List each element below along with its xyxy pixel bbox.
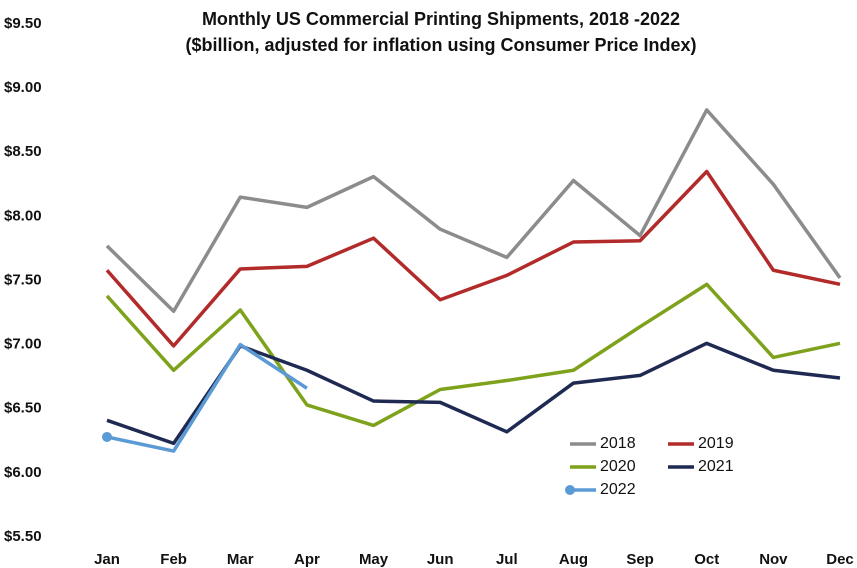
x-tick-label: May: [359, 551, 389, 568]
y-tick-label: $9.00: [4, 79, 42, 96]
y-tick-label: $7.50: [4, 271, 42, 288]
point-marker: [102, 431, 112, 442]
x-tick-label: Feb: [160, 551, 187, 568]
x-tick-label: Oct: [694, 551, 719, 568]
chart-subtitle: ($billion, adjusted for inflation using …: [185, 35, 696, 55]
chart-title: Monthly US Commercial Printing Shipments…: [202, 9, 680, 29]
series-line: [105, 169, 841, 348]
legend-label: 2022: [600, 481, 636, 498]
x-tick-label: Sep: [626, 551, 654, 568]
x-tick-label: Apr: [294, 551, 320, 568]
series-line: [106, 341, 841, 446]
legend-marker: [565, 485, 575, 495]
x-tick-label: Mar: [227, 551, 254, 568]
y-tick-label: $9.50: [4, 15, 42, 32]
legend-label: 2020: [600, 458, 636, 475]
y-tick-label: $5.50: [4, 528, 42, 545]
x-tick-label: Nov: [759, 551, 788, 568]
legend-label: 2021: [698, 458, 734, 475]
series-line: [105, 282, 841, 428]
x-tick-label: Jan: [94, 551, 120, 568]
y-tick-label: $8.00: [4, 207, 42, 224]
y-tick-label: $8.50: [4, 143, 42, 160]
series-line: [105, 108, 842, 314]
x-tick-label: Jul: [496, 551, 518, 568]
x-tick-label: Aug: [559, 551, 588, 568]
x-tick-label: Dec: [826, 551, 854, 568]
y-tick-label: $6.50: [4, 400, 42, 417]
y-tick-label: $7.00: [4, 336, 42, 353]
legend-label: 2018: [600, 435, 636, 452]
legend-label: 2019: [698, 435, 734, 452]
series-line: [106, 342, 308, 453]
x-tick-label: Jun: [427, 551, 454, 568]
y-tick-label: $6.00: [4, 464, 42, 481]
